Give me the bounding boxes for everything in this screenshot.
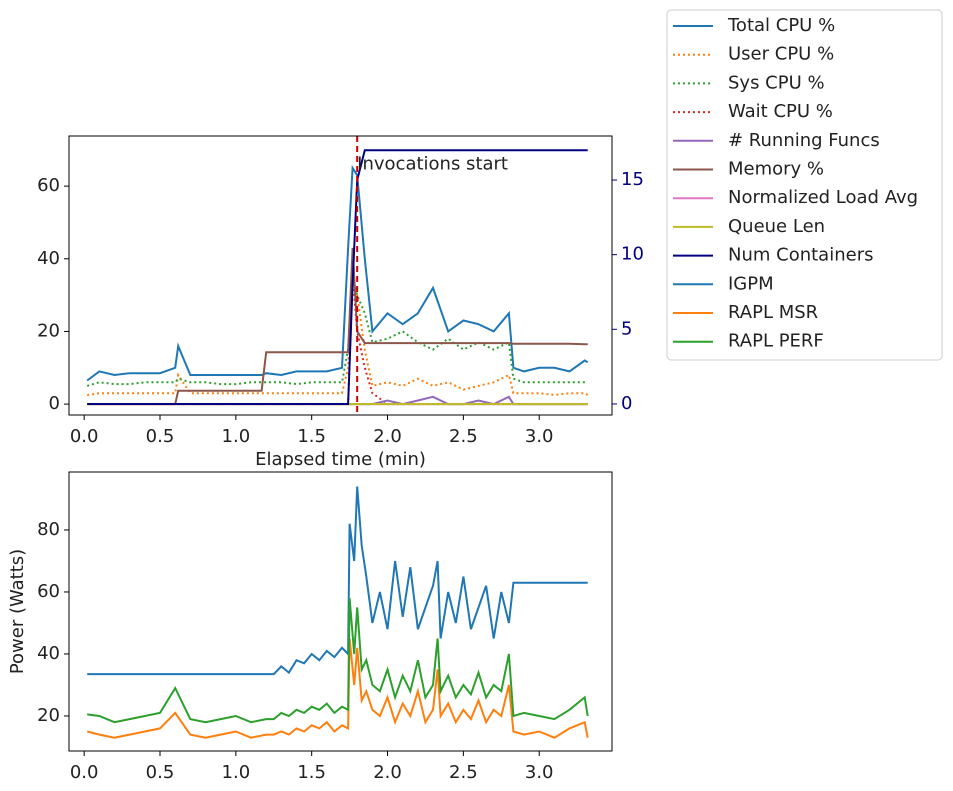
- x-tick-label: 2.0: [373, 762, 402, 783]
- y2-tick-label: 15: [621, 169, 644, 190]
- legend-label: Normalized Load Avg: [728, 187, 918, 208]
- x-tick-label: 2.5: [449, 426, 478, 447]
- series-line: [87, 149, 588, 405]
- y-axis-label: Power (Watts): [7, 549, 28, 674]
- series-line: [86, 638, 589, 739]
- series-line: [87, 486, 588, 676]
- series-line: [87, 598, 589, 724]
- x-tick-label: 3.0: [525, 762, 554, 783]
- series-line: [87, 276, 588, 406]
- legend-label: RAPL PERF: [728, 331, 824, 352]
- y-tick-label: 60: [37, 581, 60, 602]
- y-tick-label: 40: [37, 248, 60, 269]
- y2-tick-label: 5: [621, 318, 632, 339]
- x-tick-label: 1.5: [297, 426, 326, 447]
- x-tick-label: 0.5: [146, 762, 175, 783]
- legend-label: Memory %: [728, 159, 824, 180]
- x-tick-label: 1.0: [222, 762, 251, 783]
- legend-label: Sys CPU %: [728, 72, 825, 93]
- series-line: [87, 247, 588, 406]
- x-tick-label: 1.0: [222, 426, 251, 447]
- x-tick-label: 1.5: [297, 762, 326, 783]
- x-tick-label: 0.0: [70, 426, 99, 447]
- legend-label: User CPU %: [728, 44, 834, 65]
- legend: Total CPU % User CPU % Sys CPU % Wait CPU %…: [666, 9, 943, 361]
- x-tick-label: 3.0: [525, 426, 554, 447]
- y-tick-label: 20: [37, 320, 60, 341]
- legend-label: Num Containers: [728, 245, 873, 266]
- x-tick-label: 2.5: [449, 762, 478, 783]
- plot-frame: [68, 135, 613, 416]
- x-tick-label: 0.0: [70, 762, 99, 783]
- y2-tick-label: 0: [621, 393, 632, 414]
- legend-label: RAPL MSR: [728, 302, 818, 323]
- series-line: [87, 276, 589, 397]
- plot-frame: [68, 471, 613, 752]
- legend-label: Total CPU %: [727, 15, 835, 36]
- legend-label: # Running Funcs: [728, 130, 880, 151]
- y-tick-label: 60: [37, 175, 60, 196]
- y-tick-label: 0: [49, 393, 60, 414]
- legend-box: [666, 9, 943, 361]
- legend-label: IGPM: [728, 273, 774, 294]
- x-axis-label: Elapsed time (min): [255, 449, 426, 470]
- x-tick-label: 0.5: [146, 426, 175, 447]
- x-tick-label: 2.0: [373, 426, 402, 447]
- y2-tick-label: 10: [621, 244, 644, 265]
- y-tick-label: 40: [37, 643, 60, 664]
- annotation: Invocations start: [357, 153, 508, 174]
- series-line: [86, 164, 589, 382]
- y-tick-label: 80: [37, 519, 60, 540]
- legend-label: Wait CPU %: [728, 101, 833, 122]
- y-tick-label: 20: [37, 705, 60, 726]
- legend-label: Queue Len: [728, 216, 825, 237]
